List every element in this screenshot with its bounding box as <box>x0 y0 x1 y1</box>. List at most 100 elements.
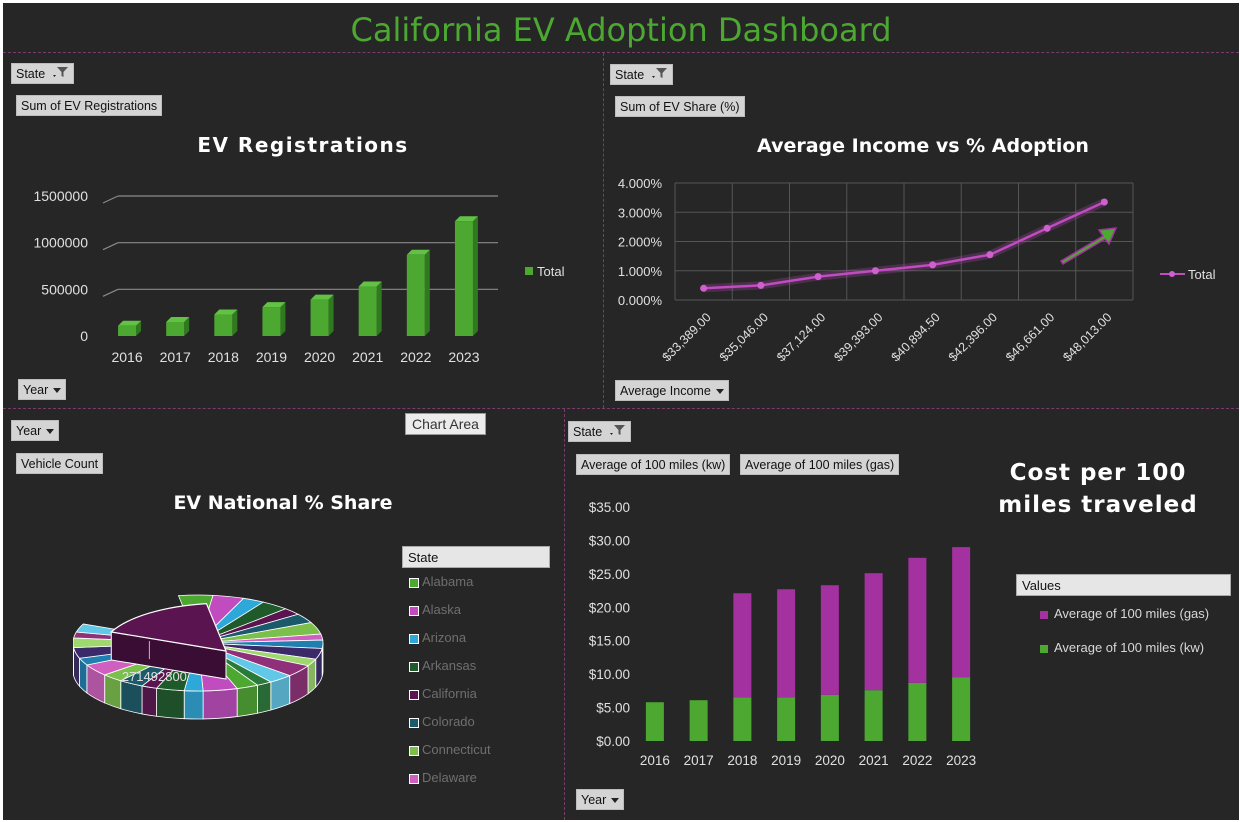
legend-label: Colorado <box>422 714 475 729</box>
bar-kw <box>908 682 927 741</box>
data-point <box>814 273 822 281</box>
avg-100-miles-kw-button[interactable]: Average of 100 miles (kw) <box>576 454 731 475</box>
x-tick-label: 2016 <box>640 753 670 768</box>
x-tick-label: 2019 <box>256 349 287 365</box>
year-axis-button[interactable]: Year <box>576 789 625 810</box>
bar-side <box>328 294 334 336</box>
legend-swatch <box>409 717 419 728</box>
vehicle-count-button[interactable]: Vehicle Count <box>16 453 104 474</box>
y-tick-label: 0.000% <box>618 293 663 308</box>
legend-item[interactable]: Alabama <box>409 573 473 591</box>
filter-icon <box>608 422 626 443</box>
series-line <box>703 200 1105 290</box>
legend-item[interactable]: Arkansas <box>409 657 476 675</box>
legend-swatch <box>409 633 419 644</box>
x-tick-label: $33,389.00 <box>660 310 714 364</box>
bar-top <box>118 320 142 326</box>
year-filter-button[interactable]: Year <box>11 420 60 441</box>
x-tick-label: 2019 <box>771 753 801 768</box>
legend-item[interactable]: Connecticut <box>409 741 491 759</box>
legend-item[interactable]: California <box>409 685 477 703</box>
chart-title: EV National % Share <box>173 492 393 514</box>
pie-side <box>120 680 143 715</box>
legend-label: Alabama <box>422 574 474 589</box>
dropdown-caret-icon <box>715 389 724 395</box>
legend-item[interactable]: Alaska <box>409 601 461 619</box>
x-tick-label: 2022 <box>400 349 431 365</box>
data-point <box>1100 198 1108 206</box>
legend-label: Arkansas <box>422 658 477 673</box>
x-tick-label: $46,661.00 <box>1003 310 1057 364</box>
x-tick-label: $42,396.00 <box>946 310 1000 364</box>
y-tick-label: $5.00 <box>596 701 630 716</box>
x-tick-label: 2017 <box>684 753 714 768</box>
y-tick-label: 1.000% <box>618 264 663 279</box>
y-tick-label: $15.00 <box>589 634 630 649</box>
sum-ev-share-button[interactable]: Sum of EV Share (%) <box>615 96 745 117</box>
y-tick-label: 500000 <box>41 281 88 297</box>
bar <box>358 286 377 336</box>
legend-item[interactable]: Colorado <box>409 713 475 731</box>
legend-swatch <box>409 745 419 756</box>
bar-kw <box>733 697 752 741</box>
x-tick-label: 2021 <box>352 349 383 365</box>
bar-side <box>424 249 430 336</box>
y-tick-label: 1500000 <box>33 188 88 204</box>
legend-item[interactable]: Delaware <box>409 769 477 787</box>
filter-label: Year <box>16 424 42 438</box>
legend-swatch <box>409 661 419 672</box>
dashboard-title: California EV Adoption Dashboard <box>350 11 892 49</box>
legend-gas: Average of 100 miles (gas) <box>1040 606 1209 621</box>
x-tick-label: 2022 <box>902 753 932 768</box>
legend-swatch <box>409 773 419 784</box>
x-tick-label: 2023 <box>946 753 976 768</box>
cost-per-100-miles-chart[interactable]: $0.00 $5.00 $10.00 $15.00 $20.00 $25.00 $30.00… <box>573 493 993 773</box>
legend-item[interactable]: Arizona <box>409 629 466 647</box>
y-tick-label: 1000000 <box>33 235 88 251</box>
sum-ev-registrations-button[interactable]: Sum of EV Registrations <box>16 95 163 116</box>
average-income-axis-button[interactable]: Average Income <box>615 380 729 401</box>
avg-100-miles-gas-button[interactable]: Average of 100 miles (gas) <box>740 454 900 475</box>
state-filter-button[interactable]: State <box>610 64 673 85</box>
bar-kw <box>864 690 883 741</box>
gridline <box>102 242 119 251</box>
y-tick-label: 2.000% <box>618 235 663 250</box>
bar-kw <box>645 702 664 741</box>
pie-side <box>183 690 204 720</box>
chart-title: Cost per 100 miles traveled <box>998 460 1198 518</box>
dropdown-caret-icon <box>611 798 620 804</box>
state-filter-button[interactable]: State <box>568 421 631 442</box>
bar-side <box>376 281 382 336</box>
year-axis-button[interactable]: Year <box>18 379 67 400</box>
ev-registrations-chart[interactable]: 0 500000 1000000 1500000 2016 2017 2018 2019 202… <box>23 173 593 373</box>
state-legend-header[interactable]: State <box>402 546 550 568</box>
bar-kw <box>689 700 708 741</box>
bar-side <box>232 309 238 336</box>
dashboard-sheet: California EV Adoption Dashboard State S… <box>3 3 1239 820</box>
bar-top <box>310 294 334 300</box>
state-filter-button[interactable]: State <box>11 63 74 84</box>
bar-top <box>262 302 286 308</box>
data-point <box>871 267 879 275</box>
ev-share-pie-chart[interactable]: 271492800 <box>73 583 373 768</box>
legend-title: State <box>408 550 439 565</box>
x-tick-label: $39,393.00 <box>831 310 885 364</box>
y-tick-label: $30.00 <box>589 533 630 548</box>
bar <box>310 299 329 336</box>
x-tick-label: $37,124.00 <box>774 310 828 364</box>
bar <box>166 322 185 336</box>
legend-label: Total <box>1188 267 1216 282</box>
divider-top <box>3 52 1239 53</box>
legend-marker <box>1169 271 1175 277</box>
filter-icon <box>650 65 668 86</box>
data-point <box>1043 224 1051 232</box>
bar-top <box>406 249 430 255</box>
filter-label: State <box>573 425 603 439</box>
legend-label: Connecticut <box>422 742 491 757</box>
x-tick-label: 2020 <box>815 753 845 768</box>
income-vs-adoption-chart[interactable]: 0.000% 1.000% 2.000% 3.000% 4.000% $33,389.00… <box>613 168 1238 378</box>
bar-gas <box>733 593 752 698</box>
legend-label: Arizona <box>422 630 467 645</box>
axis-label: Year <box>23 383 49 397</box>
legend-label: Average of 100 miles (gas) <box>1054 606 1210 621</box>
